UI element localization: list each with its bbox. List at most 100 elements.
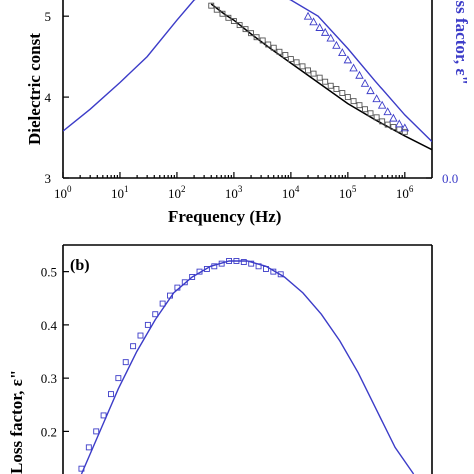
panel-a-right-y-tick-label: 0.0 [442, 171, 458, 186]
panel-b-loss-data-point [108, 391, 114, 398]
panel-b-loss-data-point [255, 263, 262, 270]
panel-a-dielectric-data-point [230, 18, 237, 24]
panel-a-dielectric-data-point [248, 30, 255, 37]
panel-a-x-tick-label: 105 [339, 184, 357, 201]
panel-a-loss-data-point [383, 107, 392, 116]
panel-a-dielectric-data-point [350, 98, 357, 105]
panel-a-dielectric-data-point [344, 94, 351, 101]
panel-a-dielectric-data-point [293, 59, 300, 66]
panel-a-dielectric-constant-fit-line [210, 3, 432, 151]
panel-a-series [63, 0, 432, 151]
panel-b-loss-data-point [130, 343, 137, 350]
panel-a-dielectric-data-point [305, 67, 311, 74]
panel-a-dielectric-data-point [367, 110, 374, 117]
panel-b-loss-data-point [233, 258, 240, 264]
panel-a-loss-data-point [338, 48, 347, 57]
panel-b-loss-data-point [189, 274, 196, 280]
panel-a-loss-data-point [309, 17, 318, 26]
panel-b-loss-data-point [144, 321, 151, 328]
panel-b-loss-data-point [181, 279, 188, 286]
panel-a-dielectric-data-point [401, 128, 408, 135]
panel-b-loss-data-point [78, 465, 85, 472]
panel-b-loss-data-point [218, 260, 225, 267]
panel-a-dielectric-data-point [299, 63, 306, 70]
panel-a-x-tick-label: 103 [225, 184, 243, 201]
panel-a-loss-data-point [377, 100, 387, 109]
panel-b-loss-data-point [211, 263, 218, 270]
panel-a-loss-data-point [389, 113, 398, 122]
panel-a-dielectric-data-point [236, 22, 243, 29]
panel-b-loss-data-point [137, 332, 144, 339]
panel-a-dielectric-data-point [333, 86, 340, 92]
panel-b-label: (b) [70, 257, 90, 274]
panel-a-dielectric-data-point [287, 56, 294, 63]
panel-a-loss-data-point [332, 40, 341, 49]
panel-b-y-tick-label: 0.3 [41, 371, 57, 386]
panel-a-right-y-axis-title: oss factor, ε" [452, 0, 471, 85]
panel-a-y-tick-label: 3 [45, 171, 52, 186]
panel-a-y-axis-title: Dielectric const [25, 33, 44, 145]
panel-b-y-ticks: 0.2 0.3 0.4 0.5 [41, 265, 69, 439]
panel-b-y-axis-title: Loss factor, ε" [7, 370, 26, 474]
panel-b-loss-data-point [196, 268, 203, 275]
panel-a-loss-data-point [355, 70, 364, 79]
panel-b-loss-data-point [277, 271, 284, 278]
panel-b-loss-data-point [240, 259, 247, 265]
panel-b-loss-data-point [248, 260, 255, 267]
panel-b-loss-data-point [263, 266, 269, 272]
panel-a-loss-data-point [395, 119, 404, 128]
panel-b-loss-data-point [115, 375, 122, 382]
panel-a-dielectric-data-point [327, 82, 334, 89]
panel-a-dielectric-data-point [356, 102, 363, 109]
panel-a-loss-data-point [320, 27, 330, 36]
panel-a-right-y-ticks: 0.0 [426, 171, 458, 186]
panel-b-loss-data-point [122, 359, 129, 366]
panel-a-loss-data-point [303, 11, 313, 20]
panel-a-dielectric-data-point [213, 6, 220, 13]
panel-b-loss-data-point [167, 292, 173, 299]
panel-a-dielectric-data-point [225, 14, 232, 21]
panel-a-dielectric-data-point [339, 90, 346, 96]
panel-a-dielectric-data-point [322, 78, 329, 85]
panel-a-x-tick-label: 100 [54, 184, 72, 201]
panel-b-loss-data-point [159, 300, 166, 307]
panel-a-dielectric-data-point [208, 2, 215, 9]
panel-a-x-tick-label: 104 [282, 184, 300, 201]
panel-b-y-tick-label: 0.5 [41, 265, 57, 280]
panel-b-loss-data-point [203, 266, 210, 272]
panel-b-loss-data-point [100, 412, 107, 419]
panel-a-dielectric-data-point [384, 121, 391, 128]
panel-b-loss-data-point [85, 444, 92, 451]
panel-b-y-tick-label: 0.4 [41, 318, 58, 333]
panel-b-y-tick-label: 0.2 [41, 424, 57, 439]
panel-a-loss-factor-fit-line [63, 0, 432, 143]
panel-a-loss-data-point [315, 23, 324, 31]
panel-a-dielectric-data-point [373, 114, 380, 121]
panel-a-loss-data-point [349, 63, 358, 72]
panel-b-loss-fit-line [80, 260, 415, 474]
panel-b-loss-data-point [93, 428, 100, 435]
panel-a-dielectric-data-point [310, 70, 317, 77]
panel-a-dielectric-data-point [259, 37, 266, 44]
panel-a-loss-data-point [372, 94, 381, 103]
panel-a-loss-data-point [360, 78, 370, 87]
panel-a-x-tick-label: 106 [396, 184, 414, 201]
panel-a-x-axis-title: Frequency (Hz) [168, 207, 281, 226]
panel-b-series [78, 258, 415, 474]
panel-a-loss-data-point [343, 55, 353, 64]
panel-a-dielectric-data-point [253, 34, 260, 41]
panel-a-dielectric-data-point [265, 41, 272, 48]
panel-a-dielectric-data-point [219, 10, 226, 17]
panel-a-x-ticks: 100 101 102 103 104 105 106 [54, 172, 414, 201]
panel-a-y-ticks: 3 4 5 [45, 9, 69, 186]
panel-a-dielectric-data-point [270, 44, 277, 51]
panel-a-y-tick-label: 5 [45, 9, 52, 24]
panel-a-chart: 100 101 102 103 104 105 106 3 4 5 0.0 Dielectric… [25, 0, 471, 226]
panel-b-loss-data-point [152, 311, 159, 318]
panel-a-dielectric-data-point [242, 26, 249, 33]
panel-b-loss-data-point [270, 268, 277, 275]
panel-b-loss-data-point [174, 284, 181, 291]
panel-a-dielectric-data-point [282, 52, 289, 58]
panel-a-loss-data-point [366, 86, 375, 95]
